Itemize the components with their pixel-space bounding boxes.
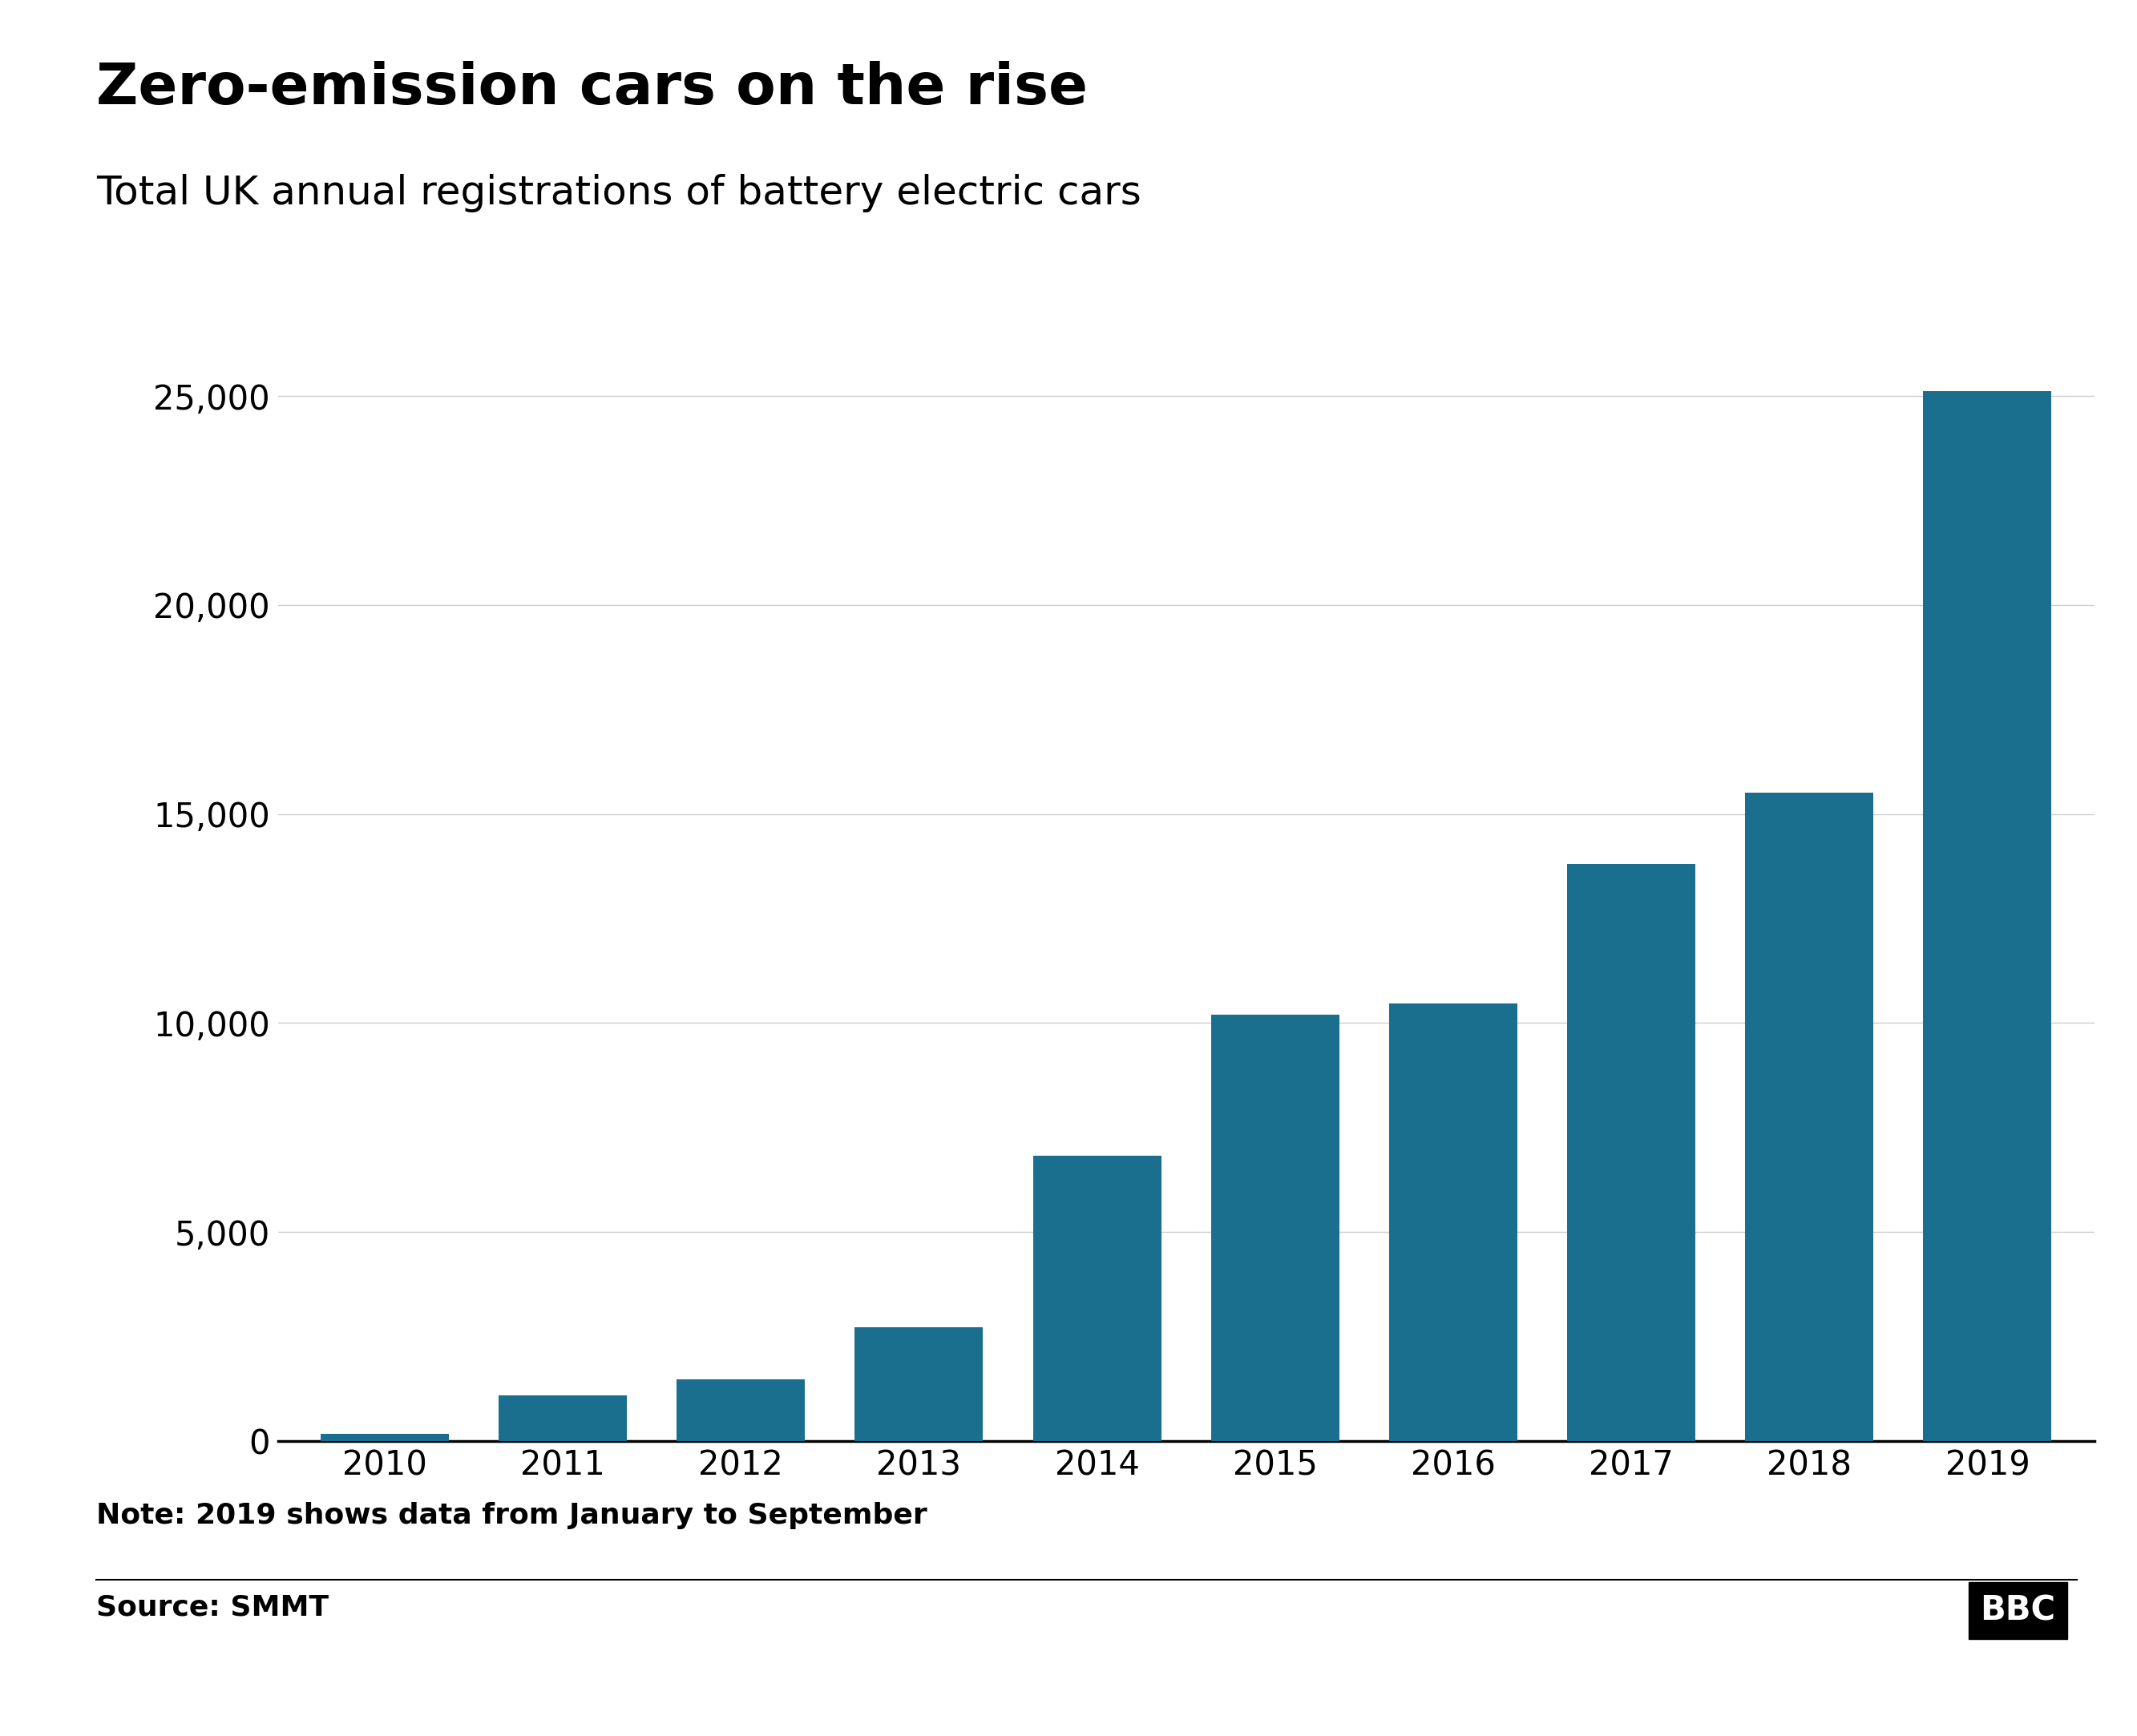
Bar [1746,793,1874,1441]
Text: Note: 2019 shows data from January to September: Note: 2019 shows data from January to Se… [96,1502,927,1529]
Bar [1389,1003,1517,1441]
Text: Source: SMMT: Source: SMMT [96,1594,329,1621]
Text: BBC: BBC [1981,1594,2056,1627]
Bar [1212,1016,1340,1441]
Bar [1032,1156,1160,1441]
Bar [855,1328,983,1441]
Bar [321,1434,449,1441]
Bar [1923,391,2052,1441]
Bar [1566,865,1695,1441]
Bar [677,1378,806,1441]
Text: Total UK annual registrations of battery electric cars: Total UK annual registrations of battery… [96,174,1141,212]
Bar [498,1396,626,1441]
Text: Zero-emission cars on the rise: Zero-emission cars on the rise [96,61,1088,116]
